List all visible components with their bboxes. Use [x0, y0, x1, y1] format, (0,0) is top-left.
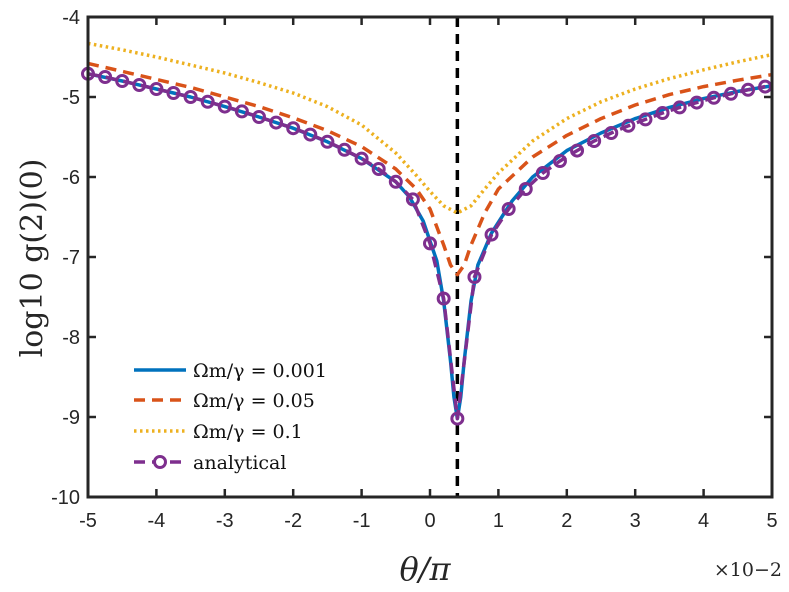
x-tick-label: 0	[424, 510, 435, 532]
legend-entry-2: Ωm/γ = 0.1	[134, 421, 303, 443]
analytical-point	[587, 134, 602, 148]
x-axis-multiplier: ×10−2	[714, 559, 782, 581]
analytical-point	[337, 142, 352, 157]
analytical-point	[388, 174, 403, 189]
analytical-point	[286, 121, 301, 136]
series-line-1	[87, 61, 773, 277]
analytical-point	[252, 110, 266, 124]
series-line-0	[87, 72, 773, 421]
legend-marker-3	[153, 455, 167, 469]
analytical-point	[371, 162, 386, 176]
y-tick-label: -5	[62, 87, 80, 109]
analytical-point	[689, 95, 704, 110]
analytical-point	[723, 86, 738, 101]
analytical-point	[269, 115, 284, 130]
legend-label-1: Ωm/γ = 0.05	[193, 390, 315, 412]
analytical-point	[234, 104, 249, 119]
analytical-point	[638, 112, 653, 127]
analytical-point	[423, 236, 437, 251]
analytical-point	[166, 86, 181, 100]
y-tick-label: -8	[62, 327, 80, 349]
analytical-point	[518, 182, 533, 196]
y-tick-label: -9	[62, 407, 80, 429]
analytical-point	[604, 126, 619, 140]
x-tick-label: -4	[148, 510, 166, 532]
analytical-point	[217, 99, 232, 114]
analytical-point	[320, 134, 335, 149]
analytical-point	[200, 94, 215, 109]
legend-label-0: Ωm/γ = 0.001	[193, 360, 327, 382]
x-tick-label: 2	[561, 510, 572, 532]
x-tick-label: 5	[766, 510, 777, 532]
analytical-point	[132, 78, 147, 92]
x-tick-label: -5	[79, 510, 97, 532]
legend-entry-1: Ωm/γ = 0.05	[134, 390, 315, 412]
analytical-point	[98, 70, 113, 84]
y-tick-label: -6	[62, 167, 80, 189]
x-tick-label: -1	[353, 510, 371, 532]
legend: Ωm/γ = 0.001 Ωm/γ = 0.05 Ωm/γ = 0.1 anal…	[134, 360, 327, 474]
x-tick-label: -3	[216, 510, 234, 532]
analytical-point	[115, 74, 130, 88]
x-tick-label: -2	[284, 510, 302, 532]
y-tick-label: -10	[51, 487, 80, 509]
legend-label-3: analytical	[193, 452, 286, 474]
analytical-point	[149, 82, 164, 96]
y-tick-label: -4	[62, 7, 80, 29]
analytical-point	[467, 270, 482, 284]
y-tick-label: -7	[62, 247, 80, 269]
analytical-point	[706, 90, 721, 105]
series-line-2	[87, 41, 773, 215]
y-axis-title: log10 g(2)(0)	[15, 159, 50, 358]
x-axis-title: θ/π	[399, 550, 451, 588]
analytical-point	[450, 411, 465, 426]
x-tick-label: 3	[630, 510, 641, 532]
x-tick-label: 4	[698, 510, 709, 532]
analytical-point	[621, 118, 636, 133]
analytical-point	[570, 143, 585, 158]
analytical-point	[183, 90, 198, 104]
analytical-point	[741, 82, 756, 97]
analytical-point	[484, 227, 499, 242]
x-tick-label: 1	[493, 510, 504, 532]
analytical-point	[535, 166, 550, 180]
legend-entry-3: analytical	[134, 452, 286, 474]
legend-entry-0: Ωm/γ = 0.001	[134, 360, 327, 382]
analytical-point	[354, 151, 369, 166]
analytical-point	[552, 154, 567, 168]
analytical-point	[672, 100, 687, 115]
legend-label-2: Ωm/γ = 0.1	[193, 421, 303, 443]
analytical-point	[655, 106, 670, 120]
analytical-point	[303, 127, 318, 142]
series-layer	[81, 17, 773, 497]
analytical-point	[405, 192, 420, 207]
ticks-layer: -5 -4 -3 -2 -1 0 1 2 3 4 5-10-9-8-7-6-5-4	[51, 7, 777, 532]
analytical-point	[501, 202, 516, 216]
analytical-point	[436, 291, 451, 306]
